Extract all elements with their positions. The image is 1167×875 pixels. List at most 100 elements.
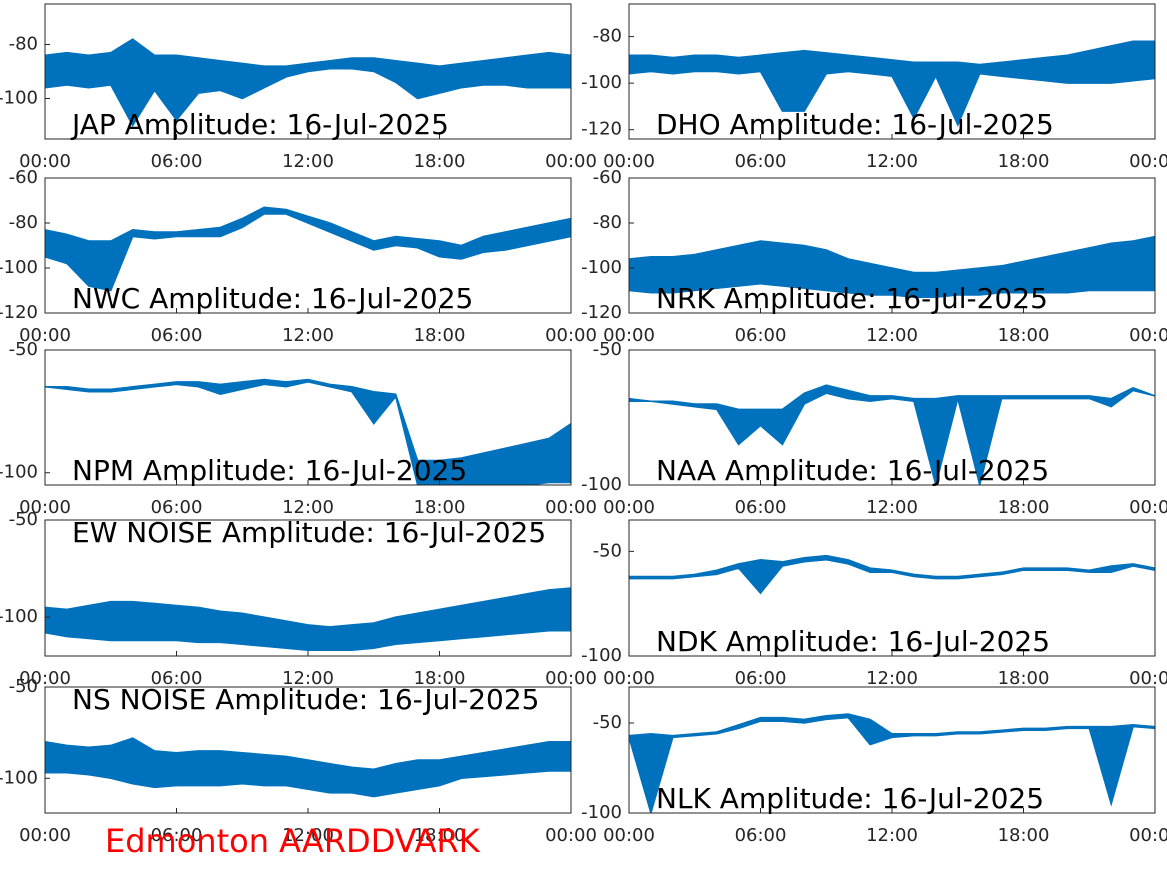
- x-tick-label: 06:00: [735, 325, 787, 346]
- y-tick-label: -50: [9, 339, 38, 360]
- panel-title: JAP Amplitude: 16-Jul-2025: [70, 108, 449, 141]
- x-tick-label: 06:00: [151, 668, 203, 689]
- signal-band: [629, 384, 1155, 485]
- x-tick-label: 00:00: [19, 497, 71, 518]
- x-tick-label: 00:00: [545, 497, 597, 518]
- x-tick-label: 12:00: [282, 497, 334, 518]
- signal-band: [629, 554, 1155, 595]
- panel-title: NLK Amplitude: 16-Jul-2025: [656, 782, 1044, 815]
- y-tick-label: -50: [593, 712, 622, 733]
- x-tick-label: 00:00: [1129, 668, 1167, 689]
- signal-band: [45, 378, 571, 485]
- x-tick-label: 00:00: [19, 151, 71, 172]
- x-tick-label: 18:00: [998, 151, 1050, 172]
- y-tick-label: -60: [9, 167, 38, 188]
- y-tick-label: -100: [0, 767, 38, 788]
- plot-area: [629, 40, 1155, 127]
- plot-area: [45, 38, 571, 127]
- x-tick-label: 00:00: [545, 825, 597, 846]
- panel-title: NAA Amplitude: 16-Jul-2025: [656, 454, 1049, 487]
- x-tick-label: 00:00: [603, 325, 655, 346]
- panel-title: NS NOISE Amplitude: 16-Jul-2025: [72, 683, 539, 716]
- plot-area: [629, 384, 1155, 485]
- x-tick-label: 00:00: [603, 825, 655, 846]
- x-tick-label: 00:00: [603, 668, 655, 689]
- y-tick-label: -120: [581, 119, 622, 140]
- signal-band: [629, 235, 1155, 299]
- x-tick-label: 00:00: [545, 325, 597, 346]
- plot-area: [45, 587, 571, 651]
- x-tick-label: 06:00: [735, 668, 787, 689]
- panel-title: EW NOISE Amplitude: 16-Jul-2025: [72, 516, 546, 549]
- y-tick-label: -60: [593, 167, 622, 188]
- plot-area: [45, 737, 571, 798]
- x-tick-label: 00:00: [1129, 825, 1167, 846]
- plot-area: [629, 235, 1155, 299]
- footer: Edmonton AARDDVARK: [105, 822, 481, 860]
- x-tick-label: 18:00: [998, 325, 1050, 346]
- x-tick-label: 06:00: [151, 825, 203, 846]
- x-tick-label: 00:00: [1129, 497, 1167, 518]
- y-tick-label: -100: [581, 474, 622, 495]
- x-tick-label: 18:00: [414, 825, 466, 846]
- panel-title: NDK Amplitude: 16-Jul-2025: [656, 625, 1050, 658]
- x-tick-label: 06:00: [151, 497, 203, 518]
- y-tick-label: -120: [0, 302, 38, 323]
- x-tick-label: 12:00: [866, 825, 918, 846]
- x-tick-label: 00:00: [19, 325, 71, 346]
- signal-band: [629, 40, 1155, 127]
- y-tick-label: -100: [581, 72, 622, 93]
- y-tick-label: -80: [9, 34, 38, 55]
- x-tick-label: 12:00: [866, 151, 918, 172]
- x-tick-label: 18:00: [998, 825, 1050, 846]
- x-tick-label: 00:00: [603, 497, 655, 518]
- x-tick-label: 12:00: [866, 497, 918, 518]
- signal-band: [45, 587, 571, 651]
- signal-band: [45, 38, 571, 127]
- panel-title: NRK Amplitude: 16-Jul-2025: [656, 282, 1048, 315]
- x-tick-label: 18:00: [414, 668, 466, 689]
- x-tick-label: 18:00: [414, 325, 466, 346]
- x-tick-label: 06:00: [151, 325, 203, 346]
- x-tick-label: 06:00: [735, 825, 787, 846]
- x-tick-label: 12:00: [282, 325, 334, 346]
- signal-band: [45, 737, 571, 798]
- panel-title: DHO Amplitude: 16-Jul-2025: [656, 108, 1054, 141]
- panel-title: NPM Amplitude: 16-Jul-2025: [72, 454, 467, 487]
- y-tick-label: -80: [9, 212, 38, 233]
- x-tick-label: 00:00: [1129, 151, 1167, 172]
- x-tick-label: 12:00: [282, 151, 334, 172]
- y-tick-label: -50: [9, 676, 38, 697]
- x-tick-label: 06:00: [735, 497, 787, 518]
- x-tick-label: 12:00: [282, 825, 334, 846]
- y-tick-label: -100: [581, 257, 622, 278]
- x-tick-label: 00:00: [545, 151, 597, 172]
- x-tick-label: 00:00: [545, 668, 597, 689]
- y-tick-label: -50: [593, 339, 622, 360]
- plot-area: [629, 713, 1155, 813]
- x-tick-label: 06:00: [735, 151, 787, 172]
- signal-band: [45, 206, 571, 292]
- x-tick-label: 18:00: [414, 151, 466, 172]
- x-tick-label: 12:00: [866, 325, 918, 346]
- y-tick-label: -80: [593, 26, 622, 47]
- x-tick-label: 00:00: [19, 825, 71, 846]
- x-tick-label: 18:00: [414, 497, 466, 518]
- y-tick-label: -100: [581, 645, 622, 666]
- y-tick-label: -100: [0, 462, 38, 483]
- y-tick-label: -100: [581, 802, 622, 823]
- plot-area: [45, 206, 571, 292]
- y-tick-label: -80: [593, 212, 622, 233]
- x-tick-label: 18:00: [998, 668, 1050, 689]
- y-tick-label: -100: [0, 88, 38, 109]
- y-tick-label: -100: [0, 257, 38, 278]
- y-tick-label: -50: [593, 540, 622, 561]
- signal-band: [629, 713, 1155, 813]
- x-tick-label: 12:00: [282, 668, 334, 689]
- y-tick-label: -120: [581, 302, 622, 323]
- plot-area: [45, 378, 571, 485]
- plot-area: [629, 554, 1155, 595]
- x-tick-label: 00:00: [603, 151, 655, 172]
- y-tick-label: -100: [0, 606, 38, 627]
